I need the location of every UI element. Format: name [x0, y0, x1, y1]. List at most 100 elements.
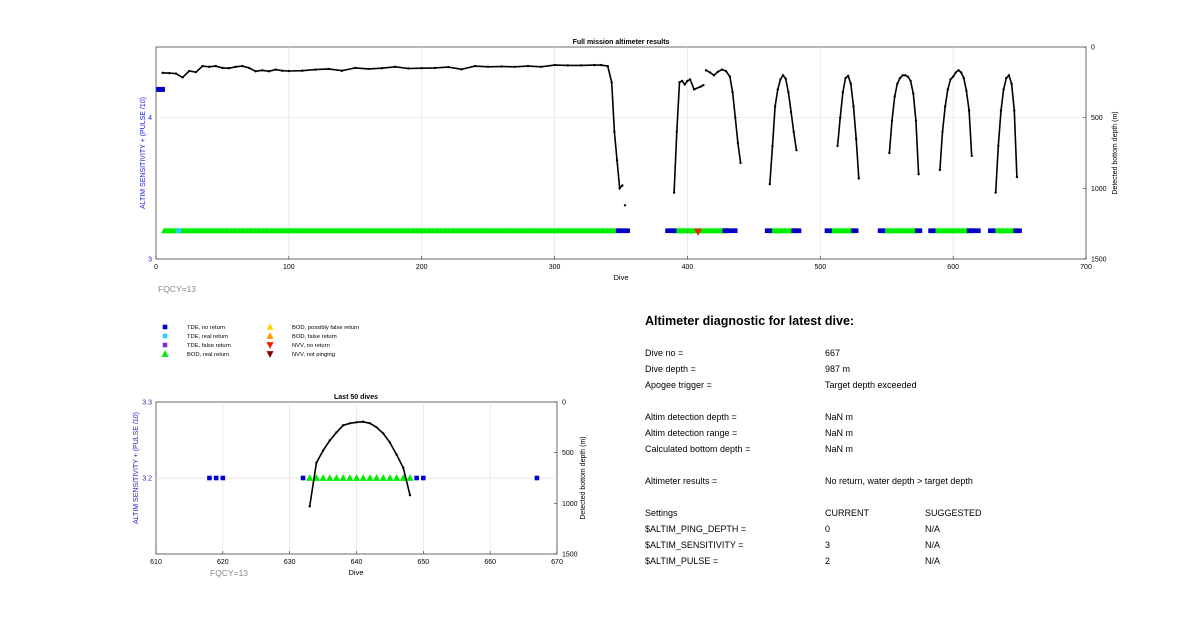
- top-bottom-depth-line-point: [188, 69, 191, 73]
- top-x-tick-label: 300: [549, 264, 561, 271]
- top-bottom-depth-line-point: [784, 77, 787, 81]
- bottom-bod-real-return-marker: [366, 474, 374, 481]
- top-bottom-depth-line-point: [949, 78, 952, 81]
- top-bottom-depth-line-point: [781, 74, 785, 77]
- top-tde-no-return-marker: [827, 228, 832, 234]
- top-bottom-depth-line-point: [970, 154, 973, 158]
- top-bottom-depth-line-point: [460, 68, 463, 71]
- current-header: CURRENT: [825, 508, 869, 518]
- top-bottom-depth-line-point: [997, 144, 1000, 148]
- bottom-bod-real-return-marker: [379, 474, 387, 481]
- top-bottom-depth-line-point: [712, 74, 716, 77]
- detect-depth-label: Altim detection depth =: [645, 412, 737, 422]
- top-bottom-depth-line-point: [672, 191, 676, 194]
- bottom-bod-real-return-marker: [346, 474, 354, 481]
- legend-triangle-up-icon: [266, 323, 274, 330]
- top-bottom-depth-line-point: [314, 68, 317, 71]
- dive-depth-label: Dive depth =: [645, 364, 696, 374]
- top-x-tick-label: 400: [682, 264, 694, 271]
- bottom-bod-real-return-marker: [319, 474, 327, 481]
- top-tde-no-return-marker: [880, 228, 886, 234]
- bottom-x-tick-label: 630: [284, 559, 296, 566]
- top-bottom-depth-line-point: [486, 65, 490, 68]
- top-bottom-depth-line-point: [857, 177, 861, 180]
- legend-triangle-down-icon: [266, 351, 274, 358]
- legend-square-icon: [162, 342, 168, 348]
- setting-current: 0: [825, 524, 831, 534]
- top-tde-no-return-marker: [732, 228, 738, 234]
- top-bottom-depth-line-point: [686, 79, 689, 83]
- top-bottom-depth-line-point: [599, 63, 603, 67]
- bottom-tde-no-return-marker: [534, 475, 540, 481]
- top-bottom-depth-line-point: [852, 105, 855, 108]
- top-bottom-depth-line-point: [420, 67, 423, 70]
- top-bottom-depth-line-point: [898, 76, 902, 80]
- bottom-y-left-tick-label: 3.2: [142, 476, 152, 483]
- top-tde-no-return-marker: [990, 228, 996, 234]
- top-bottom-depth-line-point: [999, 109, 1003, 112]
- bottom-x-tick-label: 620: [217, 559, 229, 566]
- top-bottom-depth-line-point: [566, 64, 570, 67]
- bottom-bod-real-return-marker: [399, 474, 407, 481]
- calc-bottom-label: Calculated bottom depth =: [645, 444, 751, 454]
- top-x-tick-label: 100: [283, 264, 295, 271]
- top-bottom-depth-line-point: [367, 67, 370, 71]
- bottom-bod-real-return-marker: [359, 474, 367, 481]
- suggested-header: SUGGESTED: [925, 508, 982, 518]
- top-grid: [156, 47, 1086, 259]
- setting-current: 3: [825, 540, 831, 550]
- top-x-tick-label: 600: [947, 264, 959, 271]
- top-bottom-depth-line-point: [724, 69, 728, 73]
- bottom-y-right-tick-label: 1500: [562, 552, 578, 559]
- top-bottom-depth-line-point: [893, 95, 896, 98]
- top-bottom-depth-line-point: [168, 71, 171, 75]
- top-bottom-depth-line-point: [888, 151, 891, 155]
- bottom-bottom-depth-line-point: [335, 431, 338, 434]
- top-bottom-depth-line-point: [227, 67, 231, 70]
- top-bottom-depth-line-point: [553, 63, 556, 67]
- top-bottom-depth-line-point: [739, 161, 742, 165]
- top-bottom-depth-line-point: [1010, 82, 1013, 85]
- top-bottom-depth-line-point: [728, 75, 732, 78]
- bottom-bod-real-return-marker: [372, 474, 381, 481]
- top-bottom-depth-line-point: [261, 69, 264, 72]
- top-bottom-depth-line-point: [909, 79, 912, 83]
- top-bottom-depth-line-point: [941, 130, 944, 133]
- bottom-bottom-depth-line-point: [341, 424, 345, 427]
- bottom-bottom-depth-line-point: [315, 461, 318, 464]
- legend-entry-label: BOD, possibly false return: [292, 325, 359, 331]
- bottom-bottom-depth-line-point: [402, 466, 405, 470]
- bottom-bottom-depth-line-point: [355, 421, 358, 424]
- legend-entry-label: TDE, no return: [187, 325, 225, 331]
- detect-depth-value: NaN m: [825, 412, 854, 422]
- top-bottom-depth-line-point: [708, 71, 712, 74]
- dive-no-value: 667: [825, 348, 841, 358]
- top-bottom-depth-line: [888, 74, 920, 175]
- top-bottom-depth-line-point: [734, 116, 737, 119]
- bottom-axes: 610 620 630 640 650 660 670 3.2 3.3 0 500 1000 1500: [142, 400, 577, 567]
- legend-entry-label: TDE, false return: [187, 343, 231, 349]
- top-bottom-depth-line-point: [526, 64, 530, 68]
- top-bottom-depth-line-point: [962, 76, 965, 80]
- bottom-x-label: Dive: [348, 568, 363, 577]
- bottom-bottom-depth-line-point: [348, 422, 352, 425]
- bottom-bod-real-return-marker: [352, 474, 361, 481]
- top-bottom-depth-line-point: [221, 66, 224, 70]
- top-bottom-depth-line-point: [906, 75, 910, 78]
- top-bottom-depth-line-point: [300, 69, 304, 72]
- top-bottom-depth-line-point: [174, 72, 178, 75]
- top-bottom-depth-line-point: [606, 64, 609, 68]
- top-bottom-depth-line-point: [678, 81, 681, 84]
- setting-current: 2: [825, 556, 831, 566]
- top-bottom-depth-line-point: [473, 64, 477, 68]
- top-bottom-depth-line-point: [447, 65, 450, 69]
- top-bottom-depth-line-point: [354, 66, 357, 70]
- top-bottom-depth-line-point: [771, 144, 774, 148]
- top-y-right-label: Detected bottom depth (m): [1112, 111, 1119, 194]
- settings-header: Settings: [645, 508, 678, 518]
- top-tde-no-return-marker: [1017, 228, 1022, 234]
- bottom-x-tick-label: 640: [351, 559, 363, 566]
- top-bottom-depth-line-point: [839, 116, 842, 119]
- bottom-x-tick-label: 660: [484, 559, 496, 566]
